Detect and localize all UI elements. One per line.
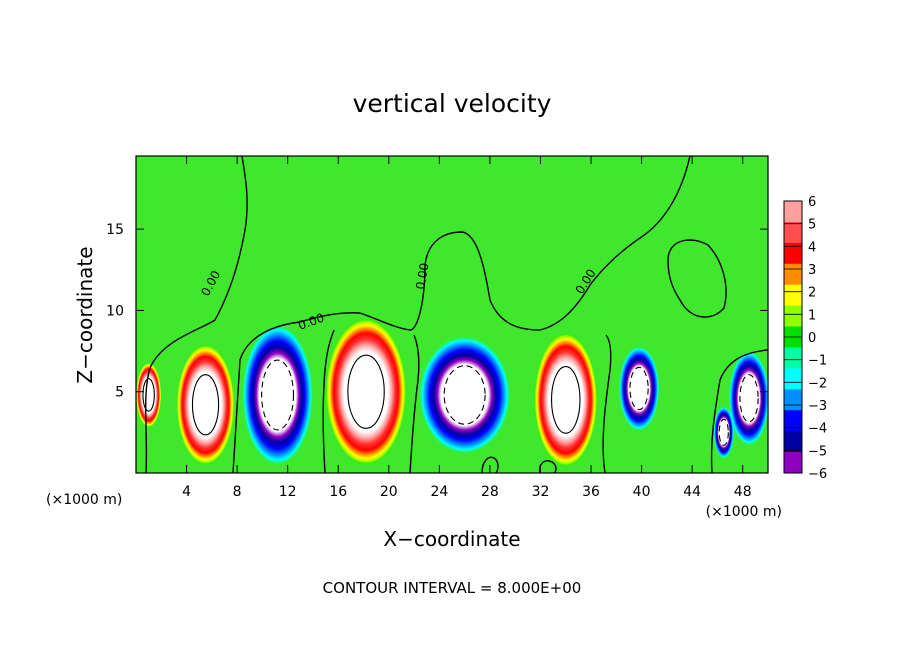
inner-contour-7	[629, 366, 649, 411]
y-tick-label: 15	[106, 222, 124, 238]
inner-contour-3	[261, 359, 295, 431]
x-axis-title: X−coordinate	[383, 527, 520, 551]
updraft-cell-1	[136, 362, 162, 428]
colorbar-swatch	[784, 410, 802, 432]
zero-contour	[409, 334, 420, 473]
x-tick-label: 12	[279, 484, 297, 500]
updraft-cell-6	[534, 333, 598, 467]
x-tick-label: 8	[233, 484, 242, 500]
velocity-cells	[136, 318, 768, 467]
zero-contour	[322, 329, 335, 473]
colorbar-label: 5	[808, 218, 816, 233]
colorbar-label: 2	[808, 286, 816, 301]
x-tick-label: 4	[182, 484, 191, 500]
colorbar-label: −4	[808, 422, 827, 437]
x-tick-label: 44	[683, 484, 701, 500]
inner-contour-8	[718, 418, 729, 446]
zero-contour	[145, 156, 248, 473]
y-axis: 5 10 15	[106, 222, 768, 401]
colorbar-label: −1	[808, 354, 827, 369]
updraft-cell-2	[176, 344, 235, 465]
colorbar-label: −6	[808, 467, 827, 482]
inner-contour-9	[739, 374, 759, 423]
colorbar-swatch	[784, 284, 802, 307]
plot-frame	[135, 155, 769, 474]
colorbar-swatch	[784, 347, 802, 369]
inner-contour-1	[142, 378, 155, 412]
colorbar-label: 3	[808, 263, 816, 278]
x-tick-label: 16	[329, 484, 347, 500]
y-tick-label: 10	[106, 303, 124, 319]
colorbar-swatch	[784, 263, 802, 286]
zero-contour	[602, 334, 612, 473]
contour-interval-note: CONTOUR INTERVAL = 8.000E+00	[323, 579, 582, 597]
y-unit-label: (×1000 m)	[46, 492, 122, 508]
inner-contour-6	[550, 365, 581, 434]
colorbar-label: 4	[808, 240, 816, 255]
colorbar-label: 0	[808, 331, 816, 346]
inner-contour-2	[191, 374, 220, 436]
x-unit-label: (×1000 m)	[706, 504, 782, 520]
colorbar-label: −5	[808, 444, 827, 459]
colorbar-swatch	[784, 389, 802, 411]
x-tick-label: 48	[734, 484, 752, 500]
y-axis-title: Z−coordinate	[73, 246, 97, 383]
colorbar-swatch	[784, 452, 802, 474]
plot-area: 0.00 0.00 0.00 0.00	[136, 156, 768, 473]
x-tick-label: 40	[633, 484, 651, 500]
x-tick-label: 36	[582, 484, 600, 500]
colorbar-swatch	[784, 242, 802, 265]
zero-contour	[481, 456, 499, 473]
x-tick-label: 28	[481, 484, 499, 500]
colorbar-label: 1	[808, 308, 816, 323]
downdraft-cell-9	[728, 351, 768, 446]
chart-title: vertical velocity	[353, 89, 552, 118]
colorbar-swatch	[784, 431, 802, 453]
colorbar-swatch	[784, 368, 802, 390]
x-axis: 4 8 12 16 20 24 28 32 36 40 44 48	[182, 156, 752, 500]
updraft-cell-4	[325, 318, 407, 465]
inner-contour-4	[347, 354, 385, 429]
zero-contours	[145, 156, 768, 473]
downdraft-cell-8	[713, 406, 734, 459]
contour-label: 0.00	[413, 262, 431, 291]
zero-contour	[710, 349, 768, 473]
y-tick-label: 5	[115, 385, 124, 401]
colorbar-label: 6	[808, 195, 816, 210]
x-tick-label: 24	[430, 484, 448, 500]
zero-contour	[232, 156, 691, 473]
x-tick-label: 20	[380, 484, 398, 500]
colorbar-swatch	[784, 305, 802, 328]
downdraft-cell-5	[419, 336, 511, 454]
zero-contour	[667, 239, 727, 318]
colorbar-label: −2	[808, 376, 827, 391]
x-tick-label: 32	[532, 484, 550, 500]
colorbar: 6 5 4 3 2 1 0 −1 −2 −3 −4 −5 −6	[783, 195, 827, 482]
colorbar-label: −3	[808, 399, 827, 414]
colorbar-swatch	[784, 201, 802, 223]
inner-contour-5	[443, 365, 486, 425]
colorbar-swatch	[784, 221, 802, 244]
downdraft-cell-3	[242, 325, 313, 465]
downdraft-cell-7	[618, 346, 660, 431]
